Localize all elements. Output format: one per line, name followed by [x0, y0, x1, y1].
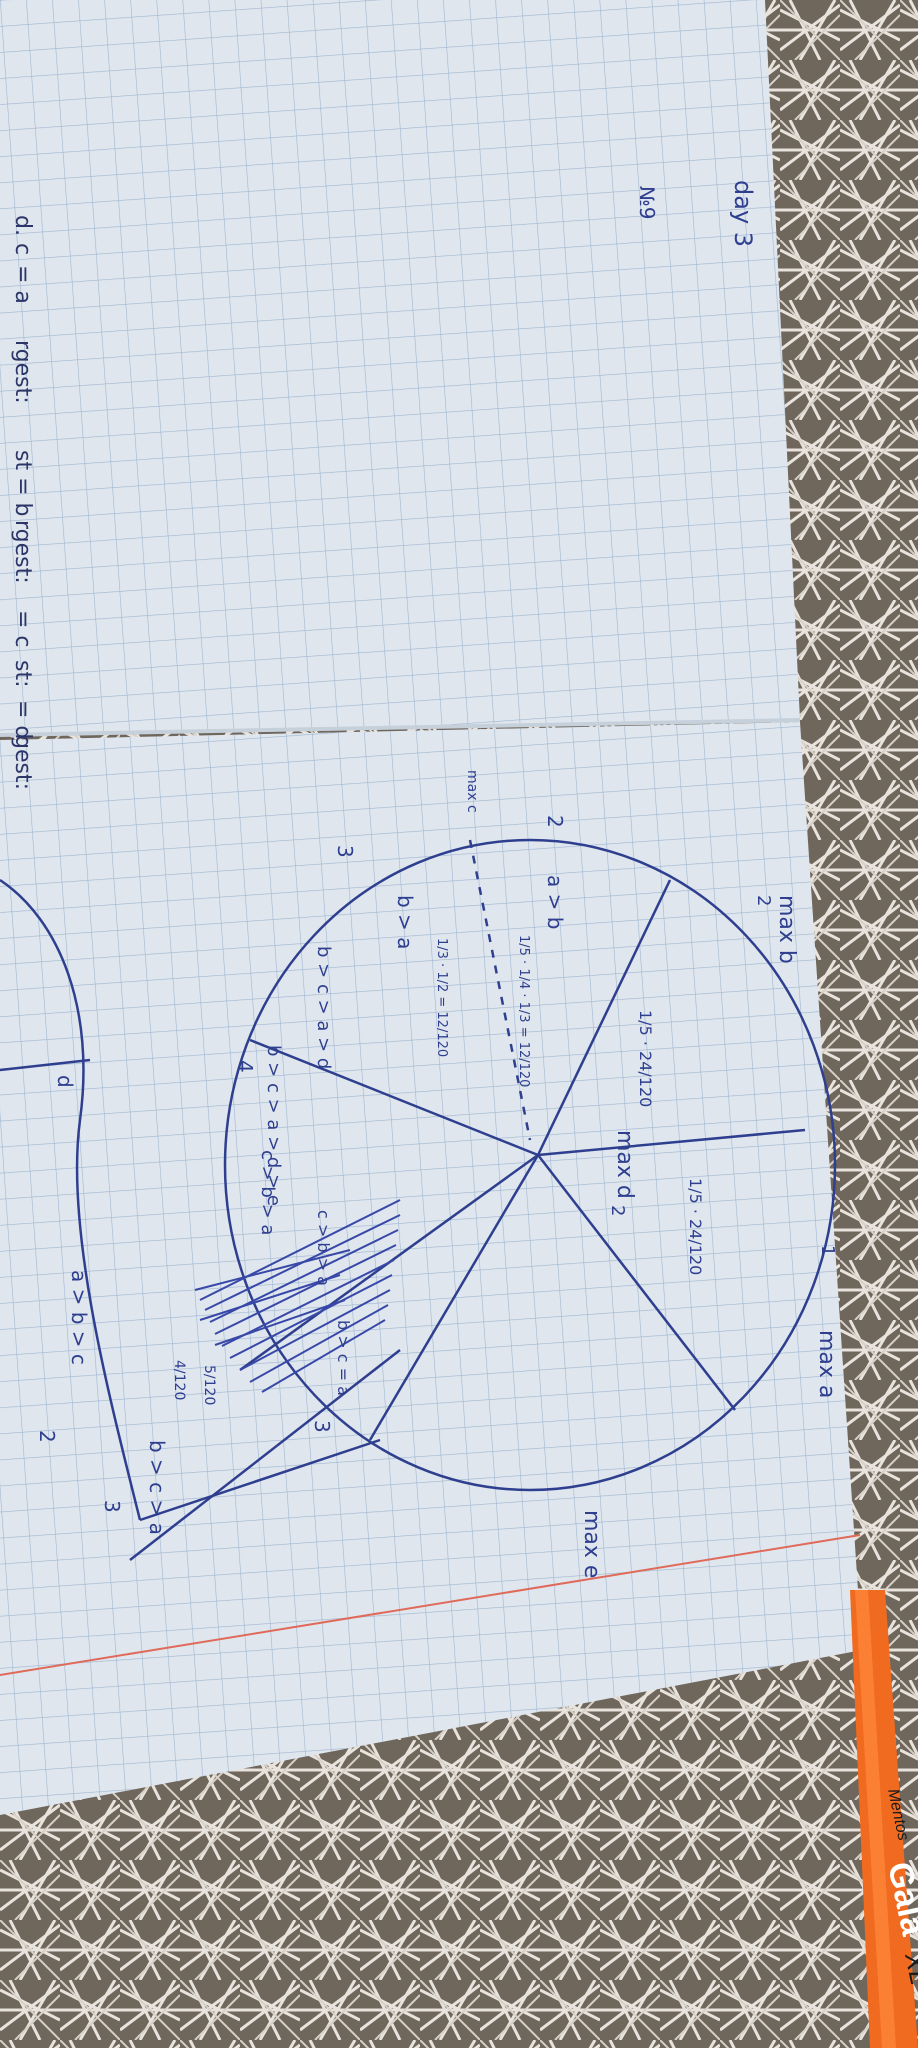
max-b-label: max b: [774, 895, 799, 964]
max-b-number: 2: [753, 895, 774, 906]
margin-line: [0, 1534, 861, 1676]
fraction-max-a: 1/5 · 24/120: [686, 1178, 705, 1275]
problem-number: №9: [635, 186, 659, 220]
probability-circle: [223, 838, 837, 1492]
left-edge-notes: d. c = a rgest: st = b rgest: = c st: = …: [10, 215, 35, 790]
divider-line: [0, 1058, 91, 1072]
max-a-label: max a: [814, 1330, 839, 1398]
edge-note: = d: [10, 700, 35, 739]
edge-note: st:: [10, 660, 35, 688]
fraction-5-120: 5/120: [201, 1365, 217, 1405]
edge-note: rgest:: [10, 340, 35, 404]
chain-4: c > b > a: [314, 1210, 333, 1286]
chain-2: b > c > a > d > e: [263, 1045, 284, 1206]
row-four: 4: [233, 1060, 257, 1073]
divider-line: [368, 1154, 540, 1441]
chain-1: b > c > a > d: [313, 946, 334, 1069]
guide-line: [468, 839, 532, 1141]
fraction-ba: 1/3 · 1/2 = 12/120: [434, 938, 449, 1057]
edge-note: d. c: [10, 215, 35, 255]
divider-line: [536, 879, 672, 1156]
edge-inequality-1: a > b > c: [67, 1270, 91, 1365]
divider-line: [139, 1438, 381, 1522]
orange-pen: Mentos Gala XL: [850, 1590, 918, 2048]
bottom-number-3: 3: [100, 1500, 124, 1513]
chain-3: c > b > a: [257, 1150, 278, 1235]
edge-note: rgest:: [10, 520, 35, 584]
fraction-4-120: 4/120: [171, 1360, 187, 1400]
edge-note: = c: [10, 610, 35, 648]
max-e-label: max e: [579, 1510, 604, 1578]
inequality-ba: b > a: [393, 895, 417, 949]
circle-diagram: [0, 838, 837, 1561]
bottom-number-2: 2: [35, 1430, 59, 1443]
divider-line: [537, 1128, 806, 1157]
max-c-label: max c: [464, 770, 480, 813]
max-d-label: max d: [612, 1130, 637, 1199]
left-arc: [0, 878, 142, 1521]
max-a-number: 1: [817, 1245, 838, 1256]
divider-line: [537, 1154, 736, 1411]
edge-note: = a: [10, 265, 35, 304]
max-d-number: 2: [607, 1205, 628, 1216]
divider-line: [249, 1038, 539, 1157]
row-three: 3: [333, 845, 357, 858]
divider-line: [129, 1349, 401, 1561]
edge-note: st = b: [10, 450, 35, 516]
fraction-max-b: 1/5 · 24/120: [636, 1010, 655, 1107]
chain-5: b > c = a: [334, 1320, 353, 1396]
day-label: day 3: [729, 180, 757, 247]
inequality-ab: a > b: [543, 875, 567, 929]
edge-inequality-2: b > c > a: [145, 1440, 169, 1535]
top-page: [0, 0, 801, 737]
bottom-page: [0, 722, 862, 1815]
bottom-number-3b: 3: [310, 1420, 334, 1433]
hatched-region: [194, 1199, 401, 1393]
edge-note: gest:: [10, 735, 35, 790]
fraction-ab: 1/5 · 1/4 · 1/3 = 12/120: [516, 935, 531, 1087]
left-mark: d: [53, 1075, 77, 1088]
row-number: 2: [543, 815, 567, 828]
